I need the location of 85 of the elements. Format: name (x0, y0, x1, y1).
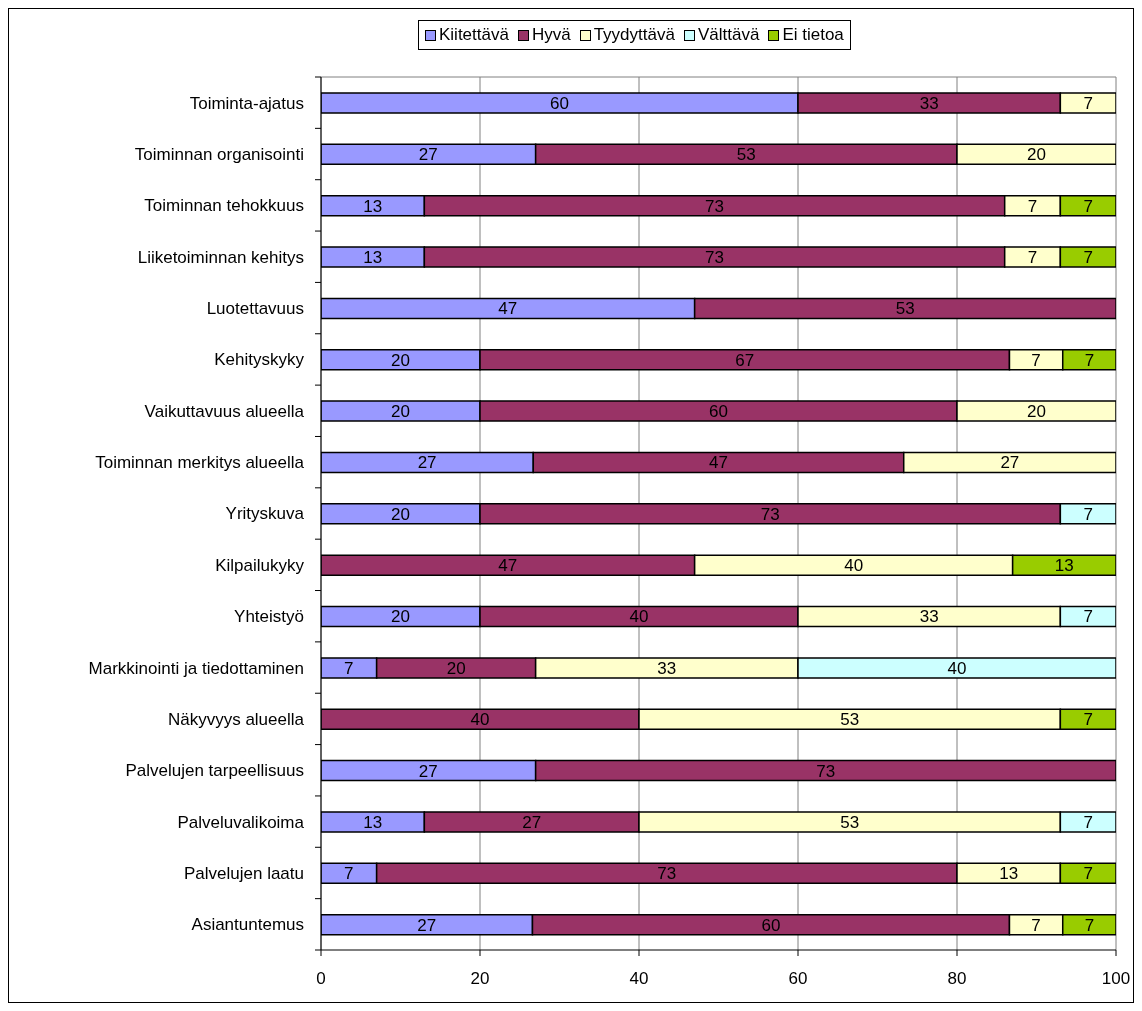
y-tick-label: Liiketoiminnan kehitys (137, 247, 304, 267)
y-tick-label: Markkinointi ja tiedottaminen (88, 658, 304, 678)
data-label: 33 (919, 93, 939, 113)
x-tick-label: 40 (629, 969, 649, 989)
data-label: 27 (418, 761, 438, 781)
data-label: 7 (1083, 607, 1093, 627)
data-label: 47 (498, 299, 518, 319)
legend-label: Välttävä (697, 24, 760, 46)
data-label: 13 (1054, 556, 1074, 576)
y-tick-label: Asiantuntemus (191, 915, 304, 935)
data-label: 20 (1027, 145, 1046, 165)
y-tick-label: Luotettavuus (206, 299, 304, 319)
legend-label: Tyydyttävä (593, 24, 675, 46)
data-label: 13 (363, 248, 383, 268)
data-label: 20 (1027, 402, 1046, 422)
y-tick-label: Palveluvalikoima (177, 812, 305, 832)
legend-label: Kiitettävä (439, 24, 509, 46)
data-label: 7 (1031, 915, 1041, 935)
data-label: 20 (446, 658, 466, 678)
data-label: 27 (418, 145, 438, 165)
data-label: 7 (344, 658, 354, 678)
data-label: 13 (363, 196, 383, 216)
y-tick-label: Palvelujen tarpeellisuus (125, 761, 304, 781)
data-label: 7 (1083, 864, 1093, 884)
data-label: 60 (550, 93, 569, 113)
data-label: 67 (735, 350, 755, 370)
data-label: 13 (363, 812, 383, 832)
data-label: 60 (709, 402, 728, 422)
data-label: 7 (1031, 350, 1041, 370)
data-label: 40 (470, 710, 490, 730)
data-label: 27 (522, 812, 542, 832)
data-label: 7 (1084, 915, 1095, 935)
data-label: 27 (417, 915, 437, 935)
y-tick-label: Kilpailukyky (215, 555, 305, 575)
y-tick-label: Yrityskuva (225, 504, 305, 524)
data-label: 27 (1000, 453, 1020, 473)
data-label: 27 (417, 453, 437, 473)
x-tick-label: 0 (316, 969, 326, 989)
data-label: 20 (391, 504, 410, 524)
data-label: 7 (344, 864, 354, 884)
x-tick-label: 80 (947, 969, 967, 989)
x-tick-label: 100 (1101, 969, 1131, 989)
y-tick-label: Toiminnan merkitys alueella (95, 453, 305, 473)
data-label: 40 (629, 607, 649, 627)
data-label: 7 (1084, 350, 1095, 370)
data-label: 73 (657, 864, 677, 884)
data-label: 7 (1083, 504, 1093, 524)
data-label: 53 (840, 710, 860, 730)
y-tick-label: Toiminnan tehokkuus (144, 196, 304, 216)
data-label: 73 (705, 248, 724, 268)
data-label: 7 (1083, 196, 1093, 216)
data-label: 53 (895, 299, 915, 319)
data-label: 73 (705, 196, 724, 216)
legend-label: Hyvä (531, 24, 571, 46)
data-label: 40 (947, 658, 967, 678)
data-label: 53 (840, 812, 860, 832)
data-label: 33 (657, 658, 677, 678)
data-label: 20 (391, 402, 410, 422)
y-tick-label: Toiminnan organisointi (134, 144, 304, 164)
x-tick-label: 60 (788, 969, 808, 989)
y-tick-label: Yhteistyö (234, 607, 304, 627)
y-tick-label: Palvelujen laatu (183, 863, 304, 883)
y-tick-label: Kehityskyky (214, 350, 305, 370)
data-label: 7 (1083, 710, 1093, 730)
data-label: 33 (919, 607, 939, 627)
y-tick-label: Näkyvyys alueella (167, 709, 305, 729)
data-label: 53 (736, 145, 756, 165)
data-label: 7 (1083, 812, 1093, 832)
x-tick-label: 20 (470, 969, 490, 989)
legend-label: Ei tietoa (782, 24, 844, 46)
data-label: 20 (391, 350, 410, 370)
data-label: 7 (1083, 93, 1093, 113)
data-label: 20 (391, 607, 410, 627)
data-label: 60 (761, 915, 781, 935)
data-label: 7 (1083, 248, 1093, 268)
data-label: 7 (1027, 248, 1038, 268)
data-label: 7 (1027, 196, 1038, 216)
data-label: 47 (709, 453, 728, 473)
y-tick-label: Toiminta-ajatus (189, 93, 304, 113)
data-label: 13 (999, 864, 1019, 884)
data-label: 40 (844, 556, 864, 576)
data-label: 73 (816, 761, 836, 781)
data-label: 73 (760, 504, 780, 524)
y-tick-label: Vaikuttavuus alueella (144, 401, 305, 421)
data-label: 47 (498, 556, 518, 576)
